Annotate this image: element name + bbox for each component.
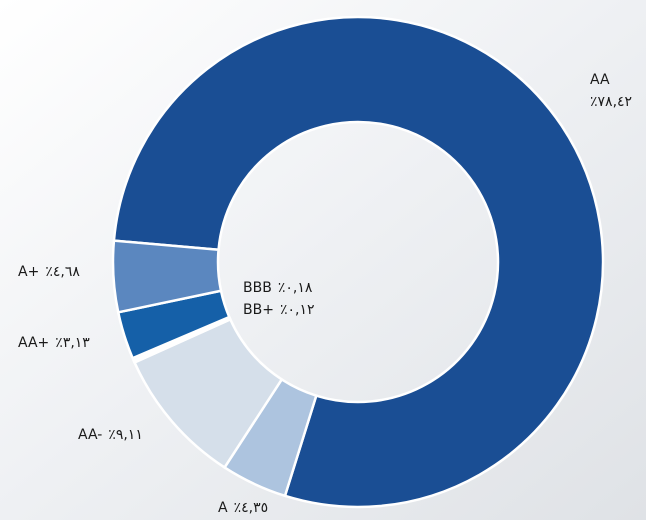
slice-label: BB+ ٪٠,١٢ <box>243 302 315 318</box>
value-label: ٪٤,٦٨ <box>45 264 80 280</box>
value-label: ٪٤,٣٥ <box>234 500 269 516</box>
slice-label: BBB ٪٠,١٨ <box>243 280 313 296</box>
value-label: ٪٠,١٨ <box>278 280 313 296</box>
category-name: A <box>218 500 228 516</box>
slice <box>111 239 223 314</box>
slice-label: AA ٪٧٨,٤٢ <box>590 72 632 110</box>
category-name: BBB <box>243 280 272 296</box>
value-label: ٪٧٨,٤٢ <box>590 94 632 110</box>
slice-label: AA+ ٪٣,١٣ <box>18 335 90 351</box>
slice-label: A ٪٤,٣٥ <box>218 500 268 516</box>
category-name: A+ <box>18 264 39 280</box>
value-label: ٪٩,١١ <box>108 427 143 443</box>
category-name: BB+ <box>243 302 274 318</box>
slice-label: A+ ٪٤,٦٨ <box>18 264 80 280</box>
slice <box>112 15 605 509</box>
value-label: ٪٣,١٣ <box>55 335 90 351</box>
category-name: AA- <box>78 427 102 443</box>
slice-label: AA- ٪٩,١١ <box>78 427 143 443</box>
value-label: ٪٠,١٢ <box>280 302 315 318</box>
category-name: AA+ <box>18 335 49 351</box>
category-name: AA <box>590 72 610 88</box>
labels: AA ٪٧٨,٤٢ A ٪٤,٣٥ AA- ٪٩,١١ BB+ ٪٠,١٢ BBB ٪٠,١٨ AA… <box>18 72 632 516</box>
donut <box>111 15 605 509</box>
